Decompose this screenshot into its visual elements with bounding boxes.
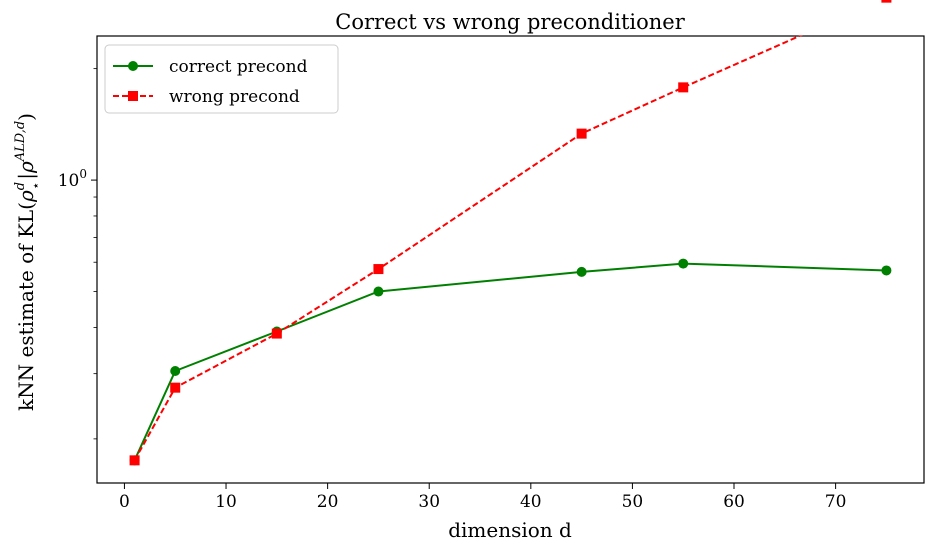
x-tick-label: 0 [119,492,130,512]
x-tick-label: 60 [723,492,745,512]
plot-area [96,35,925,484]
y-axis-label-star: ⋆ [29,182,44,190]
y-axis-label-sup-d: d [13,182,28,190]
legend-label-correct-precond: correct precond [169,57,308,77]
y-axis: 100 [58,68,97,440]
data-point-wrong-precond [576,128,587,139]
data-point-wrong-precond [170,382,181,393]
data-point-wrong-precond [881,0,892,3]
x-tick-label: 40 [520,492,542,512]
legend: correct precond wrong precond [104,44,339,114]
y-axis-label-sup-ald: ALD,d [13,121,28,162]
data-point-correct-precond [881,265,892,276]
y-axis-label-rho-2: ρ [14,161,38,174]
chart-title: Correct vs wrong preconditioner [335,10,685,34]
data-point-correct-precond [678,258,689,269]
legend-label-wrong-precond: wrong precond [169,87,300,107]
data-point-correct-precond [170,366,181,377]
x-tick-label: 30 [418,492,440,512]
data-point-wrong-precond [129,455,140,466]
x-tick-label: 50 [622,492,644,512]
x-tick-label: 70 [825,492,847,512]
x-axis-label: dimension d [448,518,572,542]
y-axis-label-prefix: kNN estimate of KL( [14,202,38,411]
series-layer [129,0,892,466]
y-axis-label-rho-1: ρ [14,190,38,203]
legend-marker-wrong-precond [128,91,138,101]
data-point-wrong-precond [271,328,282,339]
data-point-wrong-precond [678,82,689,93]
x-tick-label: 20 [317,492,339,512]
y-axis-label-suffix: ) [14,113,38,121]
legend-box [104,44,339,114]
x-axis: 0 10 20 30 40 50 60 70 [119,483,846,512]
y-tick-label: 100 [58,167,87,191]
y-axis-label-separator: | [14,173,39,180]
legend-marker-correct-precond [128,61,138,71]
data-point-correct-precond [576,266,587,277]
x-tick-label: 10 [215,492,237,512]
data-point-wrong-precond [373,264,384,275]
data-point-correct-precond [373,286,384,297]
y-axis-label: kNN estimate of KL(ρd⋆|ρALD,d) [13,113,44,411]
